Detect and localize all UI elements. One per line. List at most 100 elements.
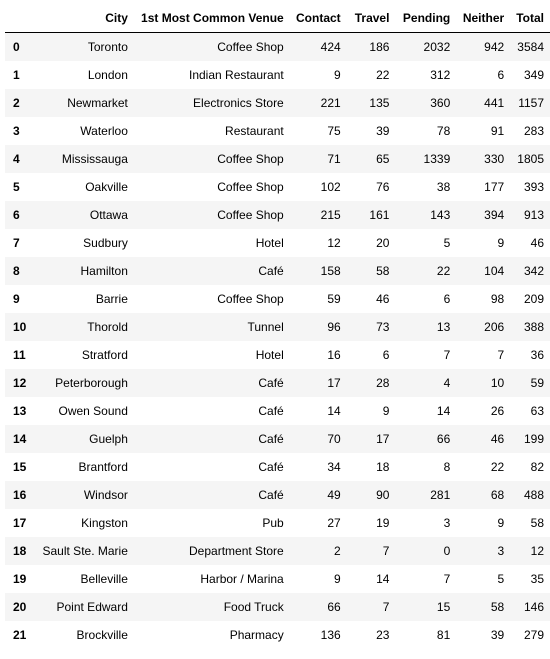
table-cell: 27: [327, 516, 341, 530]
table-row: 0 Toronto Coffee Shop 424 186 2032 942 3584: [5, 32, 550, 61]
table-cell: 3: [443, 516, 451, 530]
table-cell: Brantford: [78, 460, 128, 474]
table-body: 0 Toronto Coffee Shop 424 186 2032 942 3584 1 Lon…: [5, 32, 550, 649]
table-cell: 81: [436, 628, 451, 642]
table-cell: 283: [523, 124, 544, 138]
table-cell: 12: [327, 236, 341, 250]
table-row: 3 Waterloo Restaurant 75 39 78 91 283: [5, 117, 550, 145]
table-cell: 9: [382, 404, 390, 418]
table-cell: 4: [443, 376, 451, 390]
table-cell: 102: [320, 180, 341, 194]
table-cell: Tunnel: [247, 320, 284, 334]
table-cell: 913: [523, 208, 544, 222]
table-row: 9 Barrie Coffee Shop 59 46 6 98 209: [5, 285, 550, 313]
table-cell: 73: [376, 320, 390, 334]
table-cell: 20: [376, 236, 390, 250]
table-cell: Mississauga: [61, 152, 128, 166]
table-cell: 22: [376, 68, 390, 82]
table-cell: 424: [320, 40, 341, 54]
row-index: 15: [13, 460, 27, 474]
table-cell: 16: [327, 348, 341, 362]
table-cell: Peterborough: [55, 376, 128, 390]
table-cell: 70: [327, 432, 341, 446]
dataframe-table: City 1st Most Common Venue Contact Travel Pe…: [5, 4, 550, 649]
table-cell: 22: [436, 264, 451, 278]
row-index: 19: [13, 572, 27, 586]
row-index: 9: [13, 292, 20, 306]
table-cell: 96: [327, 320, 341, 334]
table-cell: 46: [530, 236, 544, 250]
table-cell: 98: [490, 292, 505, 306]
table-cell: Café: [258, 460, 284, 474]
table-cell: 281: [430, 488, 451, 502]
table-row: 13 Owen Sound Café 14 9 14 26 63: [5, 397, 550, 425]
table-cell: 58: [376, 264, 390, 278]
table-cell: 6: [443, 292, 451, 306]
table-cell: 90: [376, 488, 390, 502]
table-cell: 393: [523, 180, 544, 194]
row-index: 13: [13, 404, 27, 418]
table-cell: 22: [490, 460, 505, 474]
row-index: 20: [13, 600, 27, 614]
table-cell: 1339: [423, 152, 451, 166]
table-cell: Kingston: [81, 516, 128, 530]
table-cell: 35: [530, 572, 544, 586]
table-cell: 7: [382, 544, 390, 558]
table-cell: Newmarket: [67, 96, 128, 110]
row-index: 11: [13, 348, 26, 362]
table-cell: 58: [530, 516, 544, 530]
table-cell: 5: [497, 572, 505, 586]
table-row: 21 Brockville Pharmacy 136 23 81 39 279: [5, 621, 550, 649]
table-cell: 68: [490, 488, 505, 502]
table-cell: 9: [334, 68, 341, 82]
table-cell: Café: [258, 376, 284, 390]
table-cell: 15: [436, 600, 451, 614]
table-cell: 342: [523, 264, 544, 278]
table-row: 20 Point Edward Food Truck 66 7 15 58 146: [5, 593, 550, 621]
table-cell: 9: [497, 236, 505, 250]
row-index: 10: [13, 320, 27, 334]
table-cell: 39: [490, 628, 505, 642]
table-cell: 75: [327, 124, 341, 138]
table-cell: 3: [497, 544, 505, 558]
table-cell: Waterloo: [80, 124, 128, 138]
table-cell: Ottawa: [89, 208, 128, 222]
table-cell: 209: [523, 292, 544, 306]
table-cell: Point Edward: [56, 600, 128, 614]
row-index: 8: [13, 264, 20, 278]
table-cell: 7: [497, 348, 505, 362]
table-cell: Stratford: [81, 348, 128, 362]
table-cell: 14: [436, 404, 451, 418]
table-cell: London: [87, 68, 128, 82]
table-cell: Coffee Shop: [217, 292, 284, 306]
table-cell: 158: [320, 264, 341, 278]
table-cell: Indian Restaurant: [189, 68, 284, 82]
table-cell: 206: [484, 320, 505, 334]
table-cell: Food Truck: [223, 600, 284, 614]
table-cell: 6: [497, 68, 505, 82]
table-cell: 2032: [423, 40, 451, 54]
table-cell: Café: [258, 264, 284, 278]
table-cell: 330: [484, 152, 505, 166]
table-cell: 161: [369, 208, 390, 222]
table-cell: Hotel: [255, 348, 284, 362]
table-cell: Belleville: [80, 572, 128, 586]
table-cell: Pub: [262, 516, 284, 530]
table-row: 8 Hamilton Café 158 58 22 104 342: [5, 257, 550, 285]
table-cell: 76: [376, 180, 390, 194]
table-cell: 441: [484, 96, 505, 110]
table-cell: Coffee Shop: [217, 40, 284, 54]
table-row: 2 Newmarket Electronics Store 221 135 360 441 1…: [5, 89, 550, 117]
row-index: 1: [13, 68, 20, 82]
table-cell: Harbor / Marina: [200, 572, 284, 586]
table-cell: 394: [484, 208, 505, 222]
row-index: 3: [13, 124, 20, 138]
table-cell: Owen Sound: [58, 404, 128, 418]
table-cell: 59: [327, 292, 341, 306]
table-cell: Hamilton: [80, 264, 128, 278]
table-cell: 2: [334, 544, 341, 558]
table-cell: 388: [523, 320, 544, 334]
table-cell: 136: [320, 628, 341, 642]
row-index: 18: [13, 544, 27, 558]
table-cell: 28: [376, 376, 390, 390]
